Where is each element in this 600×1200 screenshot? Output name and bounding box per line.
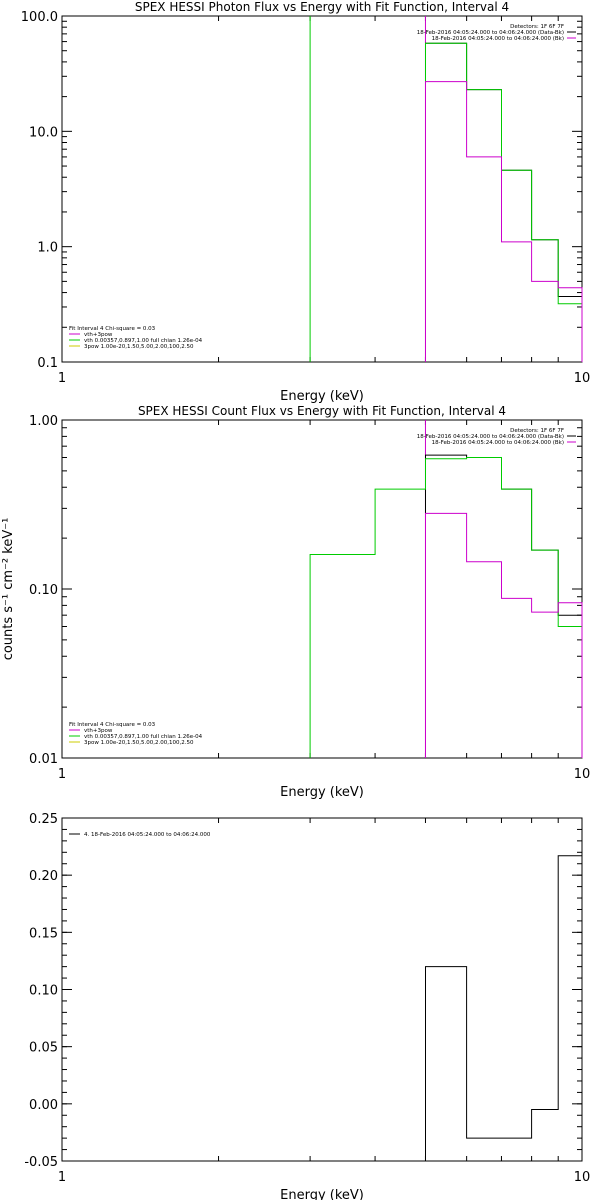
x-axis-label: Energy (keV) (280, 1188, 364, 1200)
y-tick-label: 0.00 (29, 1098, 58, 1113)
legend-text: 3pow 1.00e-20,1.50,5.00,2.00,100,2.50 (84, 344, 194, 350)
legend-text: vth+3pow (84, 332, 113, 338)
y-axis-label: counts s⁻¹ cm⁻² keV⁻¹ (1, 518, 16, 661)
series-1-line (425, 42, 583, 362)
panel-2: SPEX HESSI Count Flux vs Energy with Fit… (1, 404, 590, 800)
y-tick-label: 0.15 (29, 926, 58, 941)
y-tick-label: 1.00 (29, 414, 58, 429)
series-2-line (425, 42, 583, 362)
series-2-line (309, 457, 583, 758)
legend-text: vth 0.00357,0.897,1.00 full chian 1.26e-… (84, 338, 203, 344)
series-1-line (425, 855, 583, 1161)
plot-frame (61, 419, 583, 759)
y-tick-label: 0.20 (29, 869, 58, 884)
legend-text: 4. 18-Feb-2016 04:05:24.000 to 04:06:24.… (84, 832, 211, 838)
y-tick-label: 10.0 (29, 125, 58, 140)
y-tick-label: 0.25 (29, 812, 58, 827)
legend-text: Fit Interval 4 Chi-square = 0.03 (69, 722, 156, 728)
panel-1: SPEX HESSI Photon Flux vs Energy with Fi… (21, 0, 590, 404)
header-text: 18-Feb-2016 04:05:24.000 to 04:06:24.000… (417, 434, 564, 440)
x-tick-label: 10 (574, 371, 591, 386)
panel-3: 1 10 -0.05 0.00 0.05 0.10 0.15 0.20 0.25 Energy (… (24, 812, 590, 1200)
y-tick-label: 0.01 (29, 752, 58, 767)
x-tick-label: 10 (574, 767, 591, 782)
y-tick-label: 0.10 (29, 984, 58, 999)
x-tick-label: 1 (58, 767, 66, 782)
header-text: Detectors: 1F 6F 7F (510, 428, 564, 434)
y-tick-label: 100.0 (21, 10, 58, 25)
legend-text: Fit Interval 4 Chi-square = 0.03 (69, 326, 156, 332)
plot-frame (61, 817, 583, 1162)
y-tick-label: -0.05 (24, 1155, 58, 1170)
header-text: 18-Feb-2016 04:05:24.000 to 04:06:24.000… (432, 36, 564, 42)
x-tick-label: 10 (574, 1170, 591, 1185)
header-text: 18-Feb-2016 04:05:24.000 to 04:06:24.000… (417, 30, 564, 36)
chart-title: SPEX HESSI Count Flux vs Energy with Fit… (138, 404, 506, 418)
y-tick-label: 0.05 (29, 1041, 58, 1056)
x-axis-label: Energy (keV) (280, 389, 364, 404)
y-tick-label: 1.0 (37, 241, 58, 256)
series-3-line (425, 512, 583, 758)
chart-title: SPEX HESSI Photon Flux vs Energy with Fi… (135, 0, 509, 14)
y-tick-label: 0.1 (37, 356, 58, 371)
series-3-line (425, 81, 583, 362)
legend-text: vth 0.00357,0.897,1.00 full chian 1.26e-… (84, 734, 203, 740)
x-tick-label: 1 (58, 1170, 66, 1185)
header-text: 18-Feb-2016 04:05:24.000 to 04:06:24.000… (432, 440, 564, 446)
plot-frame (61, 15, 583, 363)
x-tick-label: 1 (58, 371, 66, 386)
legend-text: vth+3pow (84, 728, 113, 734)
x-axis-label: Energy (keV) (280, 785, 364, 800)
legend-text: 3pow 1.00e-20,1.50,5.00,2.00,100,2.50 (84, 740, 194, 746)
header-text: Detectors: 1F 6F 7F (510, 24, 564, 30)
y-tick-label: 0.10 (29, 583, 58, 598)
